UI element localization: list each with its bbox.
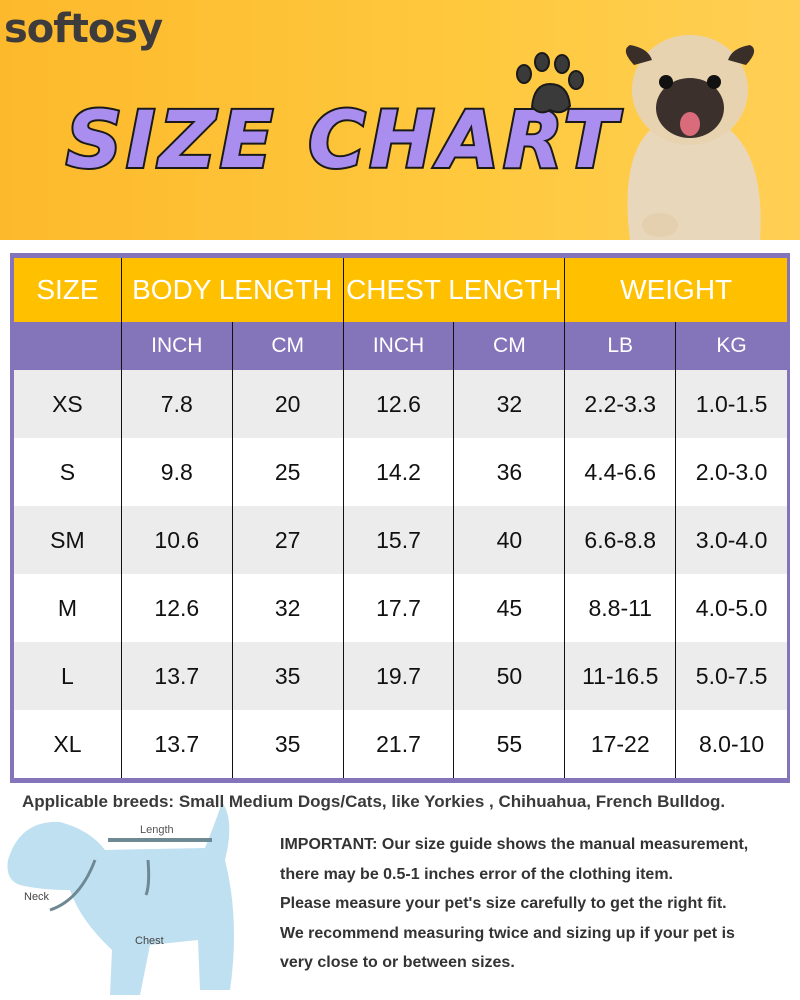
table-cell: 50 <box>454 642 566 710</box>
chest-label: Chest <box>135 935 164 947</box>
table-cell: 14.2 <box>344 438 455 506</box>
size-cell: L <box>14 642 122 710</box>
size-cell: SM <box>14 506 122 574</box>
size-cell: S <box>14 438 122 506</box>
table-cell: 12.6 <box>122 574 233 642</box>
unit-cell: KG <box>716 334 747 357</box>
table-cell: 45 <box>454 574 566 642</box>
unit-cell: INCH <box>122 322 233 370</box>
unit-cell: INCH <box>344 322 455 370</box>
table-cell: 13.7 <box>122 710 233 778</box>
table-cell: 15.7 <box>344 506 455 574</box>
table-cell: 3.0-4.0 <box>695 526 768 553</box>
table-cell: 11-16.5 <box>565 642 677 710</box>
table-cell: 40 <box>454 506 566 574</box>
unit-cell: LB <box>565 322 677 370</box>
table-cell: 12.6 <box>344 370 455 438</box>
table-cell: 9.8 <box>122 438 233 506</box>
table-cell: 10.6 <box>122 506 233 574</box>
table-row: L 13.7 35 19.7 50 11-16.5 5.0-7.5 <box>14 642 787 710</box>
table-unit-row: INCH CM INCH CM LB KG <box>14 322 787 370</box>
header-weight: WEIGHT <box>620 274 733 305</box>
note-line: there may be 0.5-1 inches error of the c… <box>280 865 673 883</box>
page-title: SIZE CHART <box>64 94 621 188</box>
table-cell: 17-22 <box>565 710 677 778</box>
table-cell: 35 <box>233 710 344 778</box>
unit-cell: CM <box>454 322 566 370</box>
table-cell: 6.6-8.8 <box>565 506 677 574</box>
unit-cell <box>14 322 122 370</box>
table-cell: 19.7 <box>344 642 455 710</box>
header-body-length: BODY LENGTH <box>122 258 344 322</box>
note-line: We recommend measuring twice and sizing … <box>280 924 735 942</box>
header-chest-length: CHEST LENGTH <box>344 258 566 322</box>
table-cell: 8.0-10 <box>698 730 765 757</box>
table-row: S 9.8 25 14.2 36 4.4-6.6 2.0-3.0 <box>14 438 787 506</box>
note-line: IMPORTANT: Our size guide shows the manu… <box>280 836 749 853</box>
table-cell: 17.7 <box>344 574 455 642</box>
table-cell: 2.2-3.3 <box>565 370 677 438</box>
applicable-breeds: Applicable breeds: Small Medium Dogs/Cat… <box>22 792 726 811</box>
neck-label: Neck <box>24 891 50 903</box>
banner: softosy SIZE CHART <box>0 0 800 240</box>
size-table: SIZE BODY LENGTH CHEST LENGTH WEIGHT INC… <box>10 253 790 783</box>
table-cell: 55 <box>454 710 566 778</box>
table-cell: 4.4-6.6 <box>565 438 677 506</box>
table-cell: 5.0-7.5 <box>695 662 768 689</box>
note-line: very close to or between sizes. <box>280 954 515 971</box>
unit-cell: CM <box>233 322 344 370</box>
size-cell: M <box>14 574 122 642</box>
table-row: M 12.6 32 17.7 45 8.8-11 4.0-5.0 <box>14 574 787 642</box>
table-cell: 8.8-11 <box>565 574 677 642</box>
table-cell: 32 <box>233 574 344 642</box>
table-cell: 25 <box>233 438 344 506</box>
table-cell: 7.8 <box>122 370 233 438</box>
table-row: SM 10.6 27 15.7 40 6.6-8.8 3.0-4.0 <box>14 506 787 574</box>
table-cell: 32 <box>454 370 566 438</box>
header-size: SIZE <box>14 258 122 322</box>
table-cell: 21.7 <box>344 710 455 778</box>
brand-logo: softosy <box>4 6 163 52</box>
table-cell: 1.0-1.5 <box>695 390 768 417</box>
pug-photo <box>625 35 761 240</box>
table-row: XS 7.8 20 12.6 32 2.2-3.3 1.0-1.5 <box>14 370 787 438</box>
size-cell: XL <box>14 710 122 778</box>
table-cell: 27 <box>233 506 344 574</box>
table-cell: 36 <box>454 438 566 506</box>
length-label: Length <box>140 824 174 836</box>
paw-icon <box>516 52 584 114</box>
table-cell: 2.0-3.0 <box>695 458 768 485</box>
table-cell: 20 <box>233 370 344 438</box>
table-cell: 4.0-5.0 <box>695 594 768 621</box>
note-line: Please measure your pet's size carefully… <box>280 895 727 912</box>
table-row: XL 13.7 35 21.7 55 17-22 8.0-10 <box>14 710 787 778</box>
size-cell: XS <box>14 370 122 438</box>
important-note: IMPORTANT: Our size guide shows the manu… <box>280 830 795 978</box>
dog-measurement-diagram: Length Neck Chest <box>7 802 234 995</box>
table-cell: 35 <box>233 642 344 710</box>
table-header-row: SIZE BODY LENGTH CHEST LENGTH WEIGHT <box>14 258 787 322</box>
table-cell: 13.7 <box>122 642 233 710</box>
